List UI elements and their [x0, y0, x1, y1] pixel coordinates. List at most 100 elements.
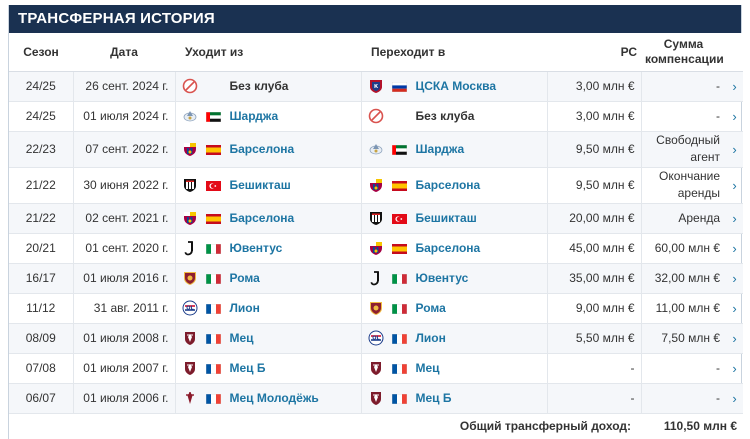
table-footer-row: Общий трансферный доход: 110,50 млн € [9, 413, 743, 439]
besiktas-crest-icon[interactable] [182, 177, 198, 193]
table-row[interactable]: 16/17 01 июля 2016 г. Рома Ювентус 35,00 млн… [9, 263, 743, 294]
barcelona-crest-icon[interactable] [368, 177, 384, 193]
club-to[interactable]: Мец Б [368, 384, 543, 413]
barcelona-crest-icon[interactable] [368, 240, 384, 256]
club-name-from[interactable]: Барселона [229, 142, 295, 156]
club-name-from[interactable]: Мец [229, 331, 254, 345]
club-name-to[interactable]: Мец Б [415, 391, 452, 405]
club-name-from[interactable]: Мец Молодёжь [229, 391, 319, 405]
table-row[interactable]: 07/08 01 июля 2007 г. Мец Б Мец - - › [9, 353, 743, 384]
club-from[interactable]: OL Лион [182, 294, 357, 323]
juventus-crest-icon[interactable] [182, 240, 198, 256]
club-name-from[interactable]: Ювентус [229, 241, 283, 255]
table-row[interactable]: 06/07 01 июля 2006 г. Мец Молодёжь Мец Б - - › [9, 383, 743, 414]
row-details-chevron-icon[interactable]: › [726, 71, 743, 102]
club-to[interactable]: Мец [368, 354, 543, 383]
fee-cell: - [641, 383, 726, 414]
barcelona-crest-icon[interactable] [182, 141, 198, 157]
flag-france-icon [391, 363, 407, 375]
club-to[interactable]: Барселона [368, 168, 543, 203]
club-from[interactable]: Мец Молодёжь [182, 384, 357, 413]
club-cell-to: К ЦСКА Москва [361, 71, 548, 102]
column-header-date: Дата [73, 33, 175, 72]
club-from[interactable]: Бешикташ [182, 168, 357, 203]
barcelona-crest-icon[interactable] [182, 210, 198, 226]
row-details-chevron-icon[interactable]: › [726, 323, 743, 354]
club-name-to[interactable]: Ювентус [415, 271, 469, 285]
row-details-chevron-icon[interactable]: › [726, 263, 743, 294]
juventus-crest-icon[interactable] [368, 270, 384, 286]
club-name-from[interactable]: Рома [229, 271, 260, 285]
metz-youth-crest-icon[interactable] [182, 390, 198, 406]
club-to[interactable]: Ювентус [368, 264, 543, 293]
row-details-chevron-icon[interactable]: › [726, 353, 743, 384]
club-from[interactable]: Мец Б [182, 354, 357, 383]
table-row[interactable]: 22/23 07 сент. 2022 г. Барселона Шарджа 9,50… [9, 131, 743, 168]
lyon-crest-icon[interactable]: OL [182, 300, 198, 316]
club-name-to[interactable]: Барселона [415, 241, 481, 255]
club-from[interactable]: Шарджа [182, 102, 357, 131]
cska-crest-icon[interactable]: К [368, 78, 384, 94]
club-name-to[interactable]: ЦСКА Москва [415, 79, 497, 93]
table-row[interactable]: 24/25 26 сент. 2024 г. Без клуба К ЦСКА Моск… [9, 71, 743, 102]
club-name-to[interactable]: Бешикташ [415, 211, 477, 225]
club-cell-to: Ювентус [361, 263, 548, 294]
table-row[interactable]: 08/09 01 июля 2008 г. Мец OL Лион 5,50 млн €7… [9, 323, 743, 354]
row-details-chevron-icon[interactable]: › [726, 203, 743, 234]
club-name-to[interactable]: Мец [415, 361, 440, 375]
club-name-from[interactable]: Шарджа [229, 109, 279, 123]
club-from[interactable]: Мец [182, 324, 357, 353]
club-name-to[interactable]: Шарджа [415, 142, 465, 156]
row-details-chevron-icon[interactable]: › [726, 233, 743, 264]
flag-italy-icon [205, 273, 221, 285]
metz-crest-icon[interactable] [368, 390, 384, 406]
metz-crest-icon[interactable] [182, 330, 198, 346]
row-details-chevron-icon[interactable]: › [726, 167, 743, 204]
row-details-chevron-icon[interactable]: › [726, 293, 743, 324]
row-details-chevron-icon[interactable]: › [726, 101, 743, 132]
club-to[interactable]: OL Лион [368, 324, 543, 353]
row-details-chevron-icon[interactable]: › [726, 131, 743, 168]
club-to[interactable]: Барселона [368, 234, 543, 263]
club-name-to[interactable]: Рома [415, 301, 446, 315]
market-value-cell: 3,00 млн € [547, 71, 642, 102]
table-row[interactable]: 24/25 01 июля 2024 г. Шарджа Без клуба 3,00 … [9, 101, 743, 132]
svg-text:OL: OL [186, 306, 194, 312]
club-name-to[interactable]: Лион [415, 331, 446, 345]
table-header-row: Сезон Дата Уходит из Переходит в РС Сумм… [9, 33, 743, 72]
fee-cell: Свободный агент [641, 131, 726, 168]
club-to[interactable]: К ЦСКА Москва [368, 72, 543, 101]
club-to[interactable]: Бешикташ [368, 204, 543, 233]
metz-crest-icon[interactable] [368, 360, 384, 376]
sharjah-crest-icon[interactable] [182, 108, 198, 124]
club-from[interactable]: Барселона [182, 204, 357, 233]
table-row[interactable]: 20/21 01 сент. 2020 г. Ювентус Барселона 45,… [9, 233, 743, 264]
row-details-chevron-icon[interactable]: › [726, 383, 743, 414]
club-cell-to: Бешикташ [361, 203, 548, 234]
transfer-table: Сезон Дата Уходит из Переходит в РС Сумм… [9, 33, 743, 439]
club-name-from[interactable]: Мец Б [229, 361, 266, 375]
market-value-cell: 9,00 млн € [547, 293, 642, 324]
club-from[interactable]: Барселона [182, 132, 357, 167]
metz-crest-icon[interactable] [182, 360, 198, 376]
club-cell-to: Барселона [361, 233, 548, 264]
table-row[interactable]: 11/12 31 авг. 2011 г. OL Лион Рома 9,00 млн €… [9, 293, 743, 324]
column-header-from: Уходит из [175, 33, 361, 72]
besiktas-crest-icon[interactable] [368, 210, 384, 226]
club-name-to[interactable]: Барселона [415, 178, 481, 192]
club-cell-from: Барселона [175, 131, 362, 168]
table-row[interactable]: 21/22 02 сент. 2021 г. Барселона Бешикташ 20… [9, 203, 743, 234]
table-row[interactable]: 21/22 30 июня 2022 г. Бешикташ Барселона 9,5… [9, 167, 743, 204]
roma-crest-icon[interactable] [182, 270, 198, 286]
lyon-crest-icon[interactable]: OL [368, 330, 384, 346]
club-to[interactable]: Шарджа [368, 132, 543, 167]
sharjah-crest-icon[interactable] [368, 141, 384, 157]
club-name-from[interactable]: Лион [229, 301, 260, 315]
club-from[interactable]: Рома [182, 264, 357, 293]
club-name-from[interactable]: Барселона [229, 211, 295, 225]
club-to[interactable]: Рома [368, 294, 543, 323]
market-value-cell: 9,50 млн € [547, 131, 642, 168]
roma-crest-icon[interactable] [368, 300, 384, 316]
club-name-from[interactable]: Бешикташ [229, 178, 291, 192]
club-from[interactable]: Ювентус [182, 234, 357, 263]
